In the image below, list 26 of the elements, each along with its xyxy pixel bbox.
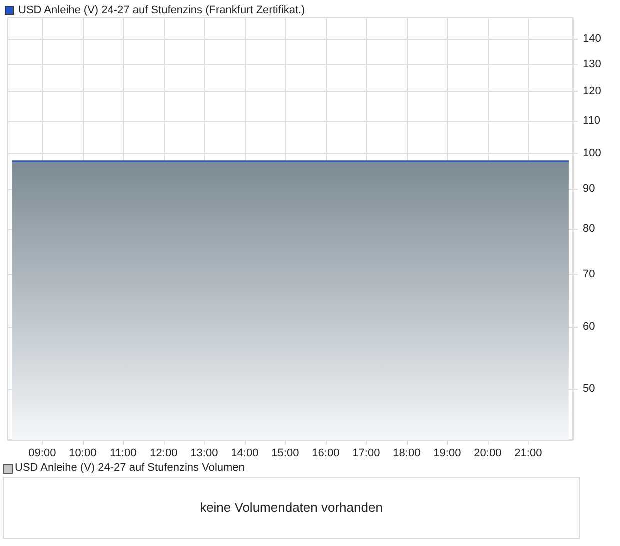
x-tick-label: 21:00 [514,448,542,460]
y-tick-label: 70 [583,268,596,281]
x-tick-label: 11:00 [110,448,137,460]
y-tick-label: 140 [583,33,602,46]
x-tick-label: 19:00 [434,448,462,460]
text: USD Anleihe (V) 24-27 auf Stufenzins Volumen [15,462,245,474]
y-tick-label: 130 [583,58,602,70]
y-tick-label: 100 [583,147,602,160]
x-tick-label: 16:00 [312,448,340,460]
x-tick-label: 09:00 [28,448,56,460]
x-tick-label: 20:00 [474,448,502,460]
y-tick-label: 120 [583,86,602,98]
y-tick-label: 80 [583,223,596,236]
y-tick-label: 90 [583,183,596,196]
x-tick-label: 12:00 [150,448,178,460]
x-tick-label: 10:00 [69,448,97,460]
x-tick-label: 13:00 [190,448,218,460]
x-tick-label: 14:00 [231,448,259,460]
x-tick-label: 15:00 [272,448,300,460]
y-tick-label: 60 [583,320,596,333]
y-tick-label: 50 [583,382,596,395]
x-tick-label: 17:00 [352,448,380,460]
legend-label: USD Anleihe (V) 24-27 auf Stufenzins (Frankfurt Zertifikat.) [18,4,306,16]
y-tick-label: 110 [583,115,601,128]
text: keine Volumendaten vorhanden [199,500,384,515]
x-tick-label: 18:00 [393,448,421,460]
